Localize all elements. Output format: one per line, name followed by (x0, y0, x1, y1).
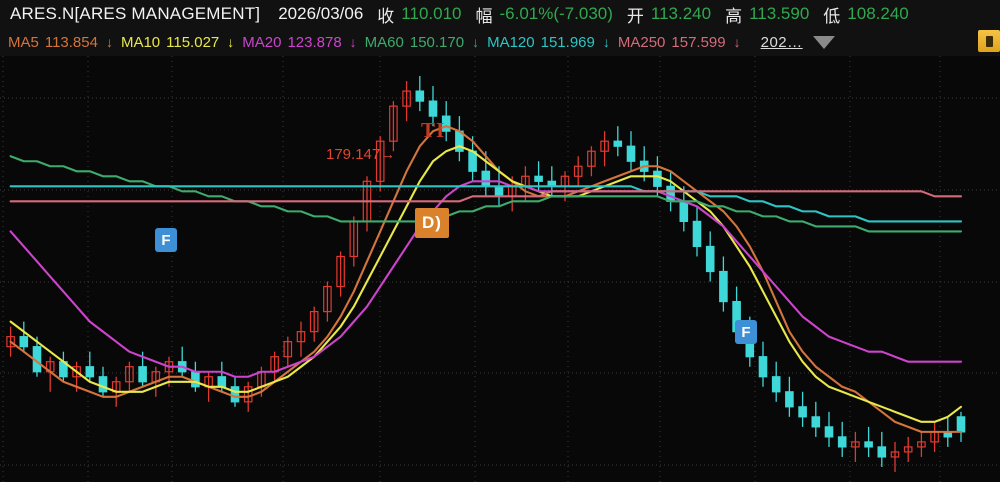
ma60-trend-arrow-icon: ↓ (472, 34, 480, 50)
ma5-label: MA5 (8, 33, 39, 51)
ma-entry-ma20[interactable]: MA20 123.878 (242, 34, 341, 51)
ma-entry-ma5[interactable]: MA5 113.854 (8, 34, 98, 51)
ma60-label: MA60 (364, 33, 404, 51)
chart-plot-area[interactable]: 179.147→ 106.020→ TI F F D) (0, 56, 1000, 482)
lock-icon[interactable] (978, 30, 1000, 52)
ma250-trend-arrow-icon: ↓ (733, 34, 741, 50)
low-label: 低 (823, 6, 841, 26)
ma250-value: 157.599 (671, 33, 726, 51)
ma-entry-ma10[interactable]: MA10 115.027 (121, 34, 219, 51)
high-label: 高 (725, 6, 743, 26)
ma20-trend-arrow-icon: ↓ (349, 34, 357, 50)
open-value: 113.240 (650, 4, 712, 23)
ma-entry-ma120[interactable]: MA120 151.969 (487, 34, 595, 51)
high-price-annotation: 179.147→ (326, 146, 396, 163)
ma-entry-ma60[interactable]: MA60 150.170 (365, 34, 464, 51)
ma-header-bar: MA5 113.854 ↓ MA10 115.027 ↓ MA20 123.87… (0, 28, 1000, 56)
ma120-label: MA120 (487, 33, 535, 51)
drawing-mark-ti[interactable]: TI (421, 118, 446, 142)
ma250-label: MA250 (617, 33, 666, 51)
close-value: 110.010 (401, 4, 462, 23)
ma60-value: 150.170 (409, 33, 465, 51)
ma120-value: 151.969 (540, 33, 595, 51)
drawing-tool-badge[interactable]: D) (415, 208, 449, 238)
low-value: 108.240 (847, 4, 909, 23)
period-selector[interactable]: 202… (760, 33, 803, 51)
quote-header-bar: ARES.N[ARES MANAGEMENT] 2026/03/06 收 110… (0, 0, 1000, 28)
open-label: 开 (626, 6, 644, 26)
ma5-trend-arrow-icon: ↓ (105, 34, 113, 50)
symbol-label[interactable]: ARES.N[ARES MANAGEMENT] (10, 4, 261, 23)
ma5-value: 113.854 (44, 33, 98, 51)
ma10-label: MA10 (120, 33, 161, 51)
close-label: 收 (377, 6, 395, 26)
chevron-down-icon[interactable] (812, 35, 835, 49)
chart-canvas (6, 76, 966, 472)
ma10-value: 115.027 (166, 33, 220, 51)
ma120-trend-arrow-icon: ↓ (602, 34, 610, 50)
quote-date: 2026/03/06 (278, 4, 364, 23)
flag-marker-f-right[interactable]: F (735, 320, 757, 344)
high-value: 113.590 (749, 4, 810, 23)
ma20-value: 123.878 (287, 33, 342, 51)
ma20-label: MA20 (242, 33, 282, 51)
change-value: -6.01%(-7.030) (499, 4, 613, 23)
change-label: 幅 (475, 6, 493, 26)
ma-entry-ma250[interactable]: MA250 157.599 (618, 34, 726, 51)
ma10-trend-arrow-icon: ↓ (227, 34, 235, 50)
flag-marker-f-left[interactable]: F (155, 228, 177, 252)
